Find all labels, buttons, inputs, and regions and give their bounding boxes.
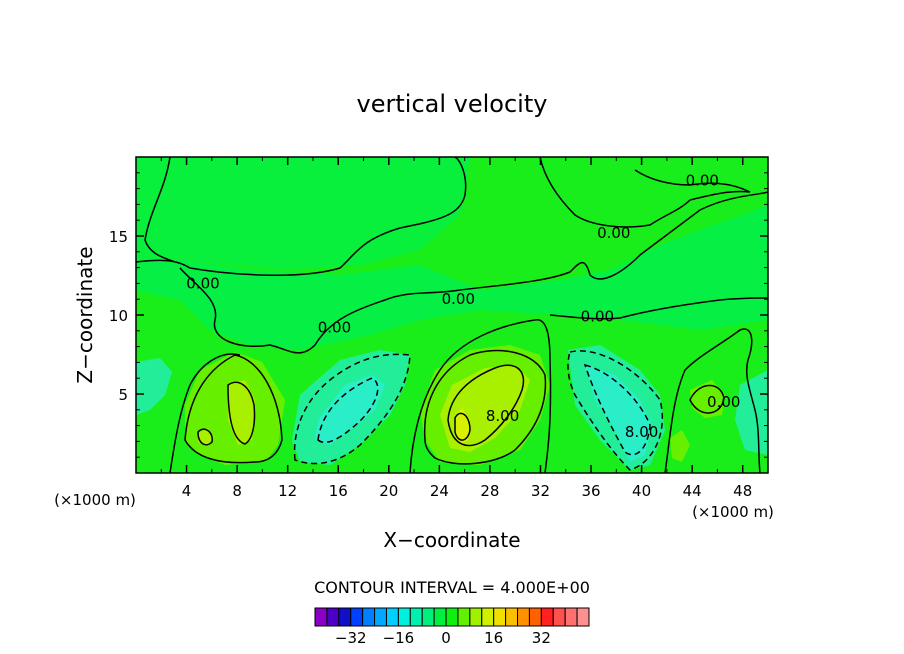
contour-label: 0.00 — [186, 274, 219, 292]
negative-contour-center-left-inner — [317, 377, 379, 444]
contour-four-left — [184, 354, 283, 464]
x-tick-label: 40 — [632, 482, 651, 500]
x-axis-label: X−coordinate — [383, 528, 520, 552]
contour-label: 0.00 — [442, 290, 475, 308]
colorbar-swatch — [469, 607, 483, 627]
contour-interval-text: CONTOUR INTERVAL = 4.000E+00 — [314, 578, 590, 597]
negative-contour-right — [567, 350, 664, 471]
colorbar-swatch — [552, 607, 566, 627]
zero-contour-upper — [136, 157, 467, 276]
contour-eight-left-small — [197, 428, 213, 446]
y-tick-label: 10 — [109, 307, 128, 325]
downdraft-core-center-left — [315, 375, 385, 445]
colorbar-swatch — [338, 607, 352, 627]
x-unit-right: (×1000 m) — [692, 503, 774, 521]
x-tick-label: 36 — [581, 482, 600, 500]
colorbar-swatch — [350, 607, 364, 627]
x-tick-label: 4 — [182, 482, 192, 500]
updraft-region-right-small — [670, 430, 690, 462]
zero-contour-left-boundary — [144, 157, 176, 263]
y-axis: 5 10 15 — [109, 172, 768, 458]
colorbar-swatch — [397, 607, 411, 627]
contour-twelve-center — [454, 412, 471, 441]
contour-lines — [136, 157, 768, 473]
updraft-core-left — [228, 380, 255, 445]
negative-contour-center-left — [293, 353, 411, 465]
contour-labels: 0.00 0.00 0.00 0.00 0.00 0.00 8.00 8.00 0.00 — [186, 172, 740, 441]
y-axis-label: Z−coordinate — [73, 246, 97, 383]
contour-label: 8.00 — [486, 407, 519, 425]
contour-label: 0.00 — [686, 172, 719, 190]
x-tick-label: 8 — [232, 482, 242, 500]
colorbar — [314, 607, 590, 627]
colorbar-swatch — [445, 607, 459, 627]
colorbar-tick-label: 32 — [532, 629, 551, 647]
x-tick-label: 28 — [480, 482, 499, 500]
colorbar-swatch — [576, 607, 590, 627]
y-tick-label: 15 — [109, 228, 128, 246]
contour-band-negative-upper — [136, 157, 470, 270]
colorbar-swatch — [540, 607, 554, 627]
colorbar-tick-label: −16 — [383, 629, 415, 647]
x-tick-label: 44 — [683, 482, 702, 500]
colorbar-swatch — [433, 607, 447, 627]
downdraft-core-right — [585, 365, 652, 462]
contour-label: 8.00 — [625, 423, 658, 441]
contour-band-negative-mid — [136, 205, 768, 350]
contour-four-right — [689, 384, 725, 414]
contour-label: 0.00 — [707, 393, 740, 411]
colorbar-swatch — [564, 607, 578, 627]
colorbar-swatch — [493, 607, 507, 627]
zero-contour-top-right — [539, 157, 751, 228]
colorbar-tick-label: 16 — [484, 629, 503, 647]
zero-contour-right-column — [664, 328, 761, 473]
contour-label: 0.00 — [318, 319, 351, 337]
colorbar-swatch — [326, 607, 340, 627]
x-unit-left: (×1000 m) — [54, 491, 136, 509]
colorbar-swatch — [421, 607, 435, 627]
contour-band-upper-right — [540, 157, 768, 230]
colorbar-swatch — [505, 607, 519, 627]
x-tick-label: 12 — [278, 482, 297, 500]
colorbar-swatch — [385, 607, 399, 627]
contour-label: 0.00 — [581, 308, 614, 326]
contour-eight-left — [227, 381, 256, 445]
colorbar-swatch — [374, 607, 387, 627]
negative-contour-right-inner — [583, 363, 651, 456]
x-axis: 4 8 12 16 20 24 28 32 36 40 44 48 — [160, 157, 752, 500]
colorbar-swatch — [362, 607, 376, 627]
contour-eight-center — [447, 364, 525, 447]
zero-contour-left-column — [169, 353, 241, 473]
contour-fills — [136, 157, 768, 470]
colorbar-swatch — [314, 607, 328, 627]
colorbar-swatch — [409, 607, 423, 627]
x-tick-label: 20 — [379, 482, 398, 500]
colorbar-swatch — [481, 607, 495, 627]
zero-contour-top-right-small — [634, 169, 751, 193]
negative-contour-lines — [293, 350, 664, 471]
y-tick-label: 5 — [118, 386, 128, 404]
x-tick-label: 24 — [430, 482, 449, 500]
colorbar-swatch — [457, 607, 471, 627]
chart-title: vertical velocity — [357, 90, 548, 118]
colorbar-tick-labels: −32 −16 0 16 32 — [335, 629, 551, 647]
x-tick-label: 48 — [733, 482, 752, 500]
x-tick-label: 32 — [531, 482, 550, 500]
contour-four-center — [423, 349, 547, 465]
zero-contour-center-column — [409, 319, 552, 473]
colorbar-tick-label: −32 — [335, 629, 367, 647]
x-tick-label: 16 — [329, 482, 348, 500]
colorbar-swatch — [528, 607, 542, 627]
contour-label: 0.00 — [597, 224, 630, 242]
downdraft-region-left — [136, 358, 172, 415]
zero-contour-middle — [179, 191, 768, 354]
colorbar-tick-label: 0 — [441, 629, 451, 647]
colorbar-swatch — [517, 607, 530, 627]
zero-contour-right-row — [549, 297, 768, 320]
downdraft-region-far-right — [735, 370, 768, 455]
